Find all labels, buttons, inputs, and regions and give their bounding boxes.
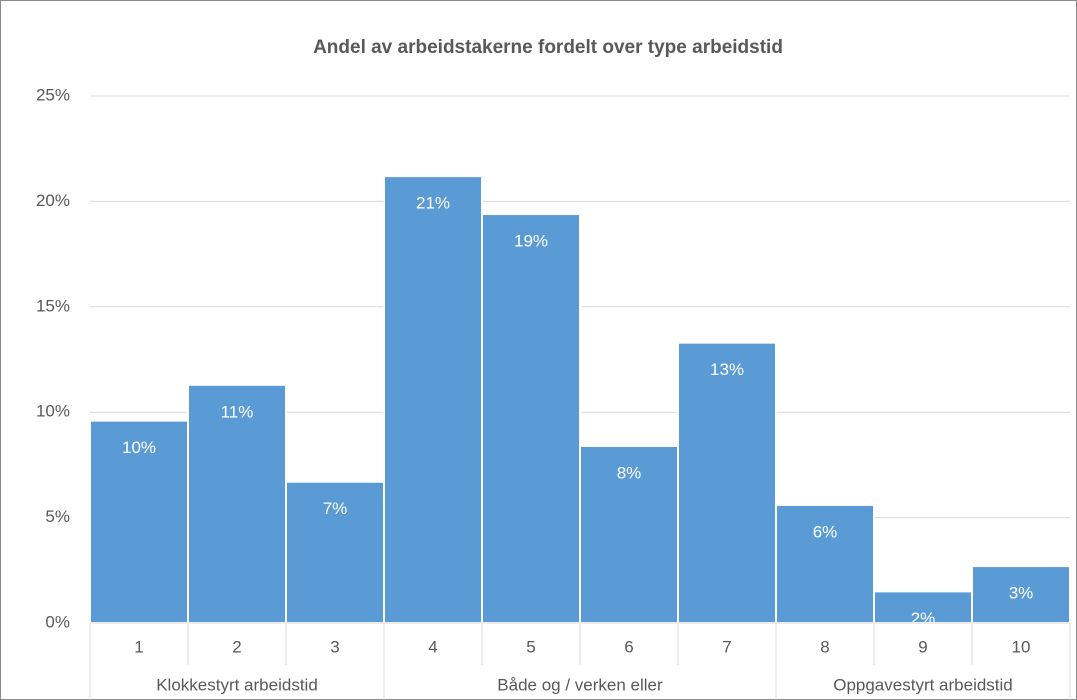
x-tick-label: 3 bbox=[330, 637, 339, 656]
x-tick-label: 6 bbox=[624, 637, 633, 656]
y-tick-label: 5% bbox=[45, 507, 70, 526]
value-label: 19% bbox=[514, 232, 548, 251]
value-label: 2% bbox=[911, 609, 936, 628]
x-tick-label: 1 bbox=[134, 637, 143, 656]
y-tick-label: 15% bbox=[36, 296, 70, 315]
bar bbox=[873, 590, 973, 625]
x-tick-label: 10 bbox=[1012, 637, 1031, 656]
x-tick-label: 8 bbox=[820, 637, 829, 656]
value-label: 13% bbox=[710, 360, 744, 379]
bar bbox=[579, 444, 679, 625]
value-label: 21% bbox=[416, 194, 450, 213]
value-label: 6% bbox=[813, 522, 838, 541]
value-label: 7% bbox=[323, 499, 348, 518]
bar bbox=[285, 480, 385, 624]
value-label: 3% bbox=[1009, 584, 1034, 603]
y-tick-label: 0% bbox=[45, 612, 70, 631]
y-tick-label: 10% bbox=[36, 402, 70, 421]
bar bbox=[383, 175, 483, 624]
bar bbox=[481, 213, 581, 624]
y-tick-label: 25% bbox=[36, 85, 70, 104]
bar bbox=[971, 565, 1071, 624]
value-label: 10% bbox=[122, 438, 156, 457]
value-label: 8% bbox=[617, 463, 642, 482]
x-tick-label: 2 bbox=[232, 637, 241, 656]
group-label: Oppgavestyrt arbeidstid bbox=[833, 675, 1013, 694]
bar bbox=[677, 341, 777, 624]
x-tick-label: 9 bbox=[918, 637, 927, 656]
x-tick-label: 4 bbox=[428, 637, 437, 656]
value-label: 11% bbox=[221, 402, 254, 421]
chart-title: Andel av arbeidstakerne fordelt over typ… bbox=[313, 37, 783, 58]
x-tick-label: 5 bbox=[526, 637, 535, 656]
y-tick-label: 20% bbox=[36, 191, 70, 210]
group-label: Klokkestyrt arbeidstid bbox=[156, 675, 318, 694]
group-label: Både og / verken eller bbox=[497, 675, 663, 694]
x-tick-label: 7 bbox=[722, 637, 731, 656]
